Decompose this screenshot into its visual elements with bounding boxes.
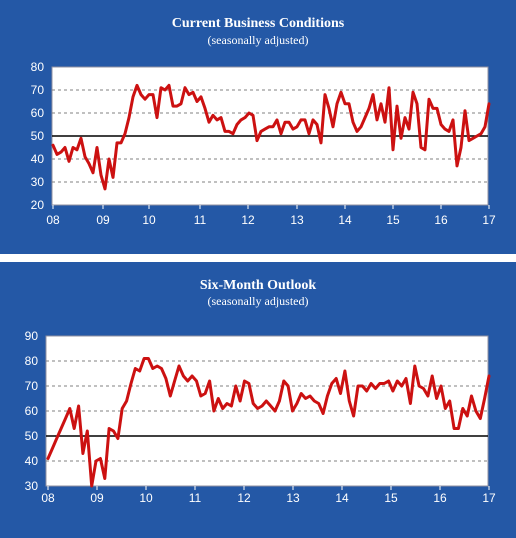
- y-tick-label: 80: [25, 354, 39, 368]
- x-tick-label: 11: [194, 213, 207, 227]
- current-business-conditions-chart: Current Business Conditions (seasonally …: [0, 0, 516, 254]
- x-tick-label: 09: [90, 491, 104, 505]
- x-tick-label: 17: [482, 491, 496, 505]
- series-line: [51, 83, 491, 191]
- chart-svg: Six-Month Outlook (seasonally adjusted) …: [0, 262, 516, 538]
- x-tick-label: 08: [41, 491, 55, 505]
- y-tick-label: 20: [31, 198, 45, 212]
- x-tick-label: 08: [46, 213, 60, 227]
- x-tick-label: 13: [286, 491, 300, 505]
- plot-group: 30 40 50 60 70 80 90 08 09 10 11 12 13 14 15 16 17: [25, 329, 496, 505]
- x-tick-label: 10: [142, 213, 156, 227]
- x-tick-label: 12: [237, 491, 251, 505]
- y-tick-label: 30: [31, 175, 45, 189]
- x-tick-label: 12: [241, 213, 255, 227]
- y-tick-label: 80: [31, 60, 45, 74]
- chart-subtitle: (seasonally adjusted): [208, 294, 309, 308]
- chart-svg: Current Business Conditions (seasonally …: [0, 0, 516, 254]
- x-tick-label: 15: [384, 491, 398, 505]
- y-tick-label: 90: [25, 329, 39, 343]
- x-tick-label: 16: [433, 491, 447, 505]
- y-tick-label: 40: [31, 152, 45, 166]
- y-tick-label: 60: [31, 106, 45, 120]
- x-tick-label: 16: [434, 213, 448, 227]
- plot-group: 20 30 40 50 60 70 80 08 09 10 11 12 13 14 15 16 17: [31, 60, 496, 227]
- x-tick-label: 11: [189, 491, 202, 505]
- y-tick-label: 70: [31, 83, 45, 97]
- x-tick-label: 13: [290, 213, 304, 227]
- chart-title: Six-Month Outlook: [200, 278, 317, 293]
- y-tick-label: 60: [25, 404, 39, 418]
- x-tick-label: 09: [96, 213, 110, 227]
- y-tick-label: 30: [25, 479, 39, 493]
- chart-title: Current Business Conditions: [172, 16, 345, 31]
- y-tick-label: 40: [25, 454, 39, 468]
- six-month-outlook-chart: Six-Month Outlook (seasonally adjusted) …: [0, 262, 516, 538]
- y-tick-label: 50: [31, 129, 45, 143]
- series-line: [46, 357, 491, 488]
- x-tick-label: 15: [386, 213, 400, 227]
- chart-subtitle: (seasonally adjusted): [208, 33, 309, 47]
- x-tick-label: 14: [338, 213, 352, 227]
- y-tick-label: 50: [25, 429, 39, 443]
- x-tick-label: 17: [482, 213, 496, 227]
- x-tick-label: 14: [335, 491, 349, 505]
- x-tick-label: 10: [139, 491, 153, 505]
- y-tick-label: 70: [25, 379, 39, 393]
